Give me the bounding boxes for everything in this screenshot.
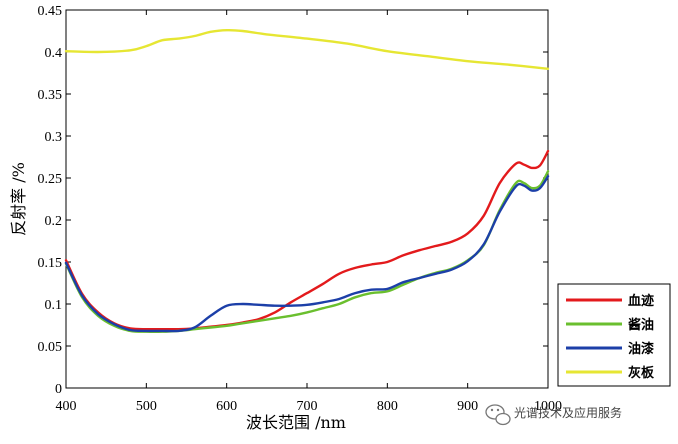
series-lines: [64, 28, 550, 334]
series-line-1: [64, 149, 550, 331]
y-tick-label: 0.2: [45, 214, 63, 229]
series-line-4: [64, 28, 550, 70]
plot-area: [65, 9, 549, 389]
legend-label-4: 灰板: [628, 365, 655, 381]
x-tick-label: 700: [297, 399, 318, 414]
legend-label-3: 油漆: [628, 341, 654, 357]
legend-label-1: 血迹: [628, 293, 654, 309]
y-tick-label: 0.1: [45, 298, 63, 313]
y-tick-label: 0.3: [45, 130, 63, 145]
x-tick-label: 1000: [534, 399, 562, 414]
y-tick-label: 0: [55, 382, 62, 397]
x-tick-label: 800: [377, 399, 398, 414]
series-line-3: [64, 175, 550, 333]
watermark: 光谱技术及应用服务: [485, 404, 622, 426]
x-tick-label: 400: [56, 399, 77, 414]
x-tick-label: 600: [216, 399, 237, 414]
y-tick-label: 0.35: [38, 88, 63, 103]
y-tick-label: 0.4: [45, 46, 63, 61]
y-axis-title: 反射率 /%: [9, 162, 28, 236]
y-tick-label: 0.25: [38, 172, 63, 187]
x-axis-title: 波长范围 /nm: [246, 413, 346, 432]
watermark-text: 光谱技术及应用服务: [514, 405, 622, 420]
x-tick-label: 900: [457, 399, 478, 414]
x-tick-label: 500: [136, 399, 157, 414]
y-tick-label: 0.45: [38, 4, 63, 19]
y-tick-label: 0.05: [38, 340, 63, 355]
y-tick-label: 0.15: [38, 256, 63, 271]
x-axis: 400 500 600 700 800 900 1000: [56, 10, 562, 414]
wechat-icon: [485, 404, 511, 426]
legend-label-2: 酱油: [628, 317, 654, 333]
